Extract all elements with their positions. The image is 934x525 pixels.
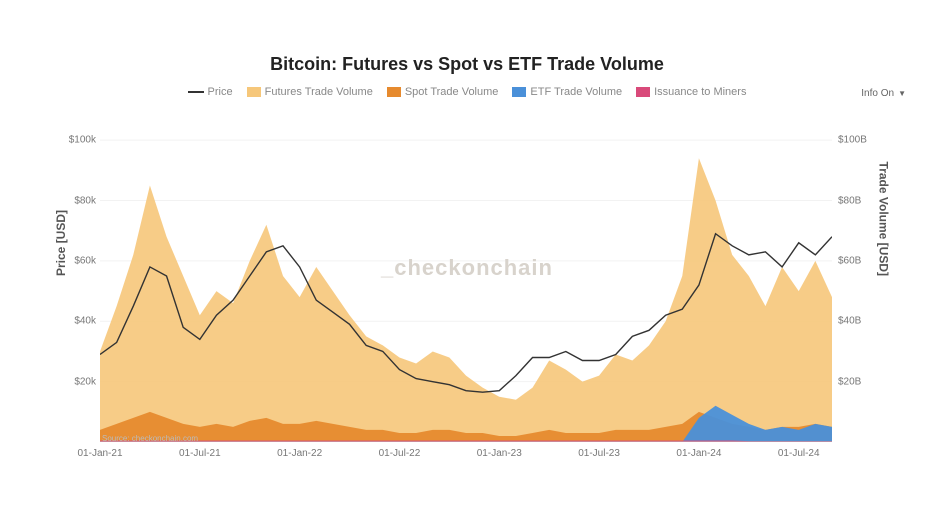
- legend-label: ETF Trade Volume: [530, 86, 622, 98]
- x-tick: 01-Jul-23: [569, 448, 629, 459]
- x-tick: 01-Jan-21: [70, 448, 130, 459]
- y2-tick: $40B: [838, 316, 882, 327]
- legend-swatch-icon: [387, 87, 401, 97]
- legend-label: Futures Trade Volume: [265, 86, 373, 98]
- legend-item[interactable]: Spot Trade Volume: [387, 86, 499, 98]
- legend-swatch-icon: [512, 87, 526, 97]
- y2-tick: $80B: [838, 195, 882, 206]
- legend-item[interactable]: Futures Trade Volume: [247, 86, 373, 98]
- x-tick: 01-Jul-22: [369, 448, 429, 459]
- source-text: Source: checkonchain.com: [102, 434, 198, 443]
- x-tick: 01-Jul-21: [170, 448, 230, 459]
- legend-item[interactable]: ETF Trade Volume: [512, 86, 622, 98]
- y2-tick: $100B: [838, 135, 882, 146]
- y1-tick: $40k: [52, 316, 96, 327]
- x-tick: 01-Jan-23: [469, 448, 529, 459]
- plot-svg: [100, 110, 832, 442]
- info-toggle[interactable]: Info On ▼: [861, 88, 906, 99]
- y1-tick: $100k: [52, 135, 96, 146]
- chevron-down-icon: ▼: [898, 89, 906, 98]
- legend-swatch-icon: [636, 87, 650, 97]
- x-tick: 01-Jan-24: [669, 448, 729, 459]
- legend-item[interactable]: Price: [188, 86, 233, 98]
- legend-swatch-icon: [247, 87, 261, 97]
- chart-title: Bitcoin: Futures vs Spot vs ETF Trade Vo…: [0, 54, 934, 75]
- info-toggle-label: Info On: [861, 88, 894, 99]
- x-tick: 01-Jul-24: [769, 448, 829, 459]
- plot-area: [100, 110, 832, 442]
- legend: Price Futures Trade Volume Spot Trade Volu…: [0, 86, 934, 98]
- legend-label: Price: [208, 86, 233, 98]
- legend-line-icon: [188, 91, 204, 93]
- y2-tick: $60B: [838, 255, 882, 266]
- x-tick: 01-Jan-22: [270, 448, 330, 459]
- y2-tick: $20B: [838, 376, 882, 387]
- legend-item[interactable]: Issuance to Miners: [636, 86, 746, 98]
- y1-tick: $60k: [52, 255, 96, 266]
- chart-container: Bitcoin: Futures vs Spot vs ETF Trade Vo…: [0, 0, 934, 525]
- legend-label: Issuance to Miners: [654, 86, 746, 98]
- y1-tick: $80k: [52, 195, 96, 206]
- legend-label: Spot Trade Volume: [405, 86, 499, 98]
- y1-tick: $20k: [52, 376, 96, 387]
